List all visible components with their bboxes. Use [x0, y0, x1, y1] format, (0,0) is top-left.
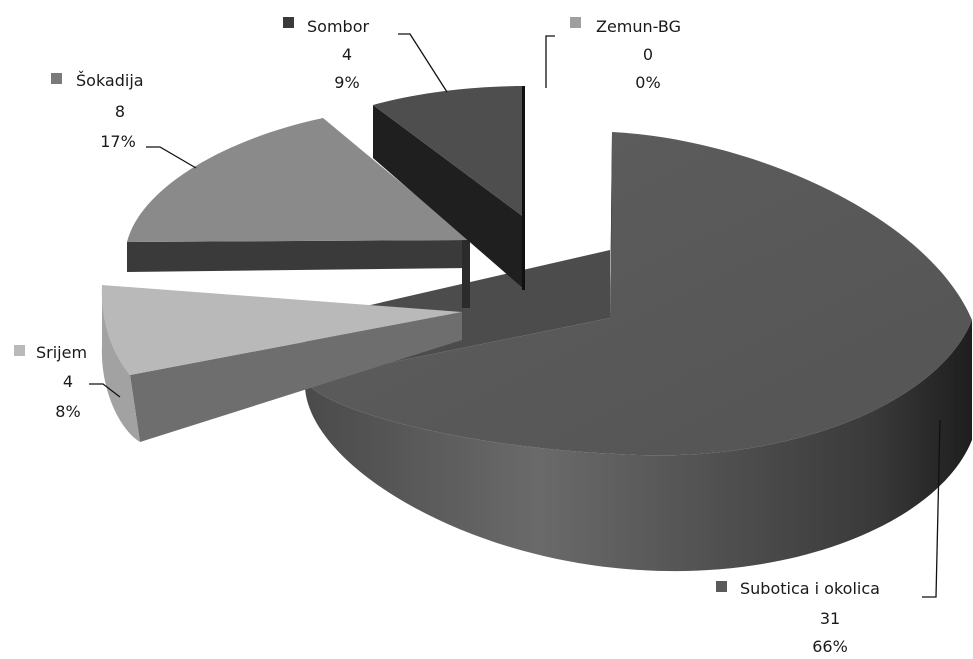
legend-marker-srijem: [14, 345, 25, 356]
slice-sombor-top: [373, 86, 525, 218]
legend-marker-sokadija: [51, 73, 62, 84]
slice-sokadija-side: [127, 240, 470, 272]
leader-line-sombor: [398, 33, 448, 93]
label-srijem-value: 4: [63, 372, 73, 391]
legend-marker-subotica: [716, 581, 727, 592]
slice-sombor-edge: [522, 86, 525, 290]
label-subotica-value: 31: [820, 609, 840, 628]
label-srijem-name: Srijem: [36, 343, 87, 362]
label-sombor-value: 4: [342, 45, 352, 64]
label-sombor-percent: 9%: [334, 73, 359, 92]
label-subotica-name: Subotica i okolica: [740, 579, 880, 598]
label-srijem-percent: 8%: [55, 402, 80, 421]
slice-sombor-side: [373, 105, 525, 290]
slice-srijem-front: [130, 312, 462, 442]
slice-sokadija-cut: [462, 240, 470, 308]
label-subotica-percent: 66%: [812, 637, 848, 656]
slice-srijem-top: [101, 285, 462, 375]
leader-line-subotica: [922, 419, 941, 598]
slice-subotica-inner-face: [610, 132, 612, 318]
legend-marker-sombor: [283, 17, 294, 28]
slice-sokadija-top: [127, 118, 470, 242]
slice-srijem-outer: [101, 290, 140, 442]
slice-subotica-top: [305, 132, 972, 456]
slice-srijem: [101, 285, 462, 442]
slice-subotica-side: [304, 320, 972, 572]
leader-line-srijem: [89, 383, 121, 398]
label-sokadija-name: Šokadija: [76, 71, 144, 90]
label-sombor-name: Sombor: [307, 17, 369, 36]
leader-line-zemun: [545, 35, 555, 88]
label-zemun-percent: 0%: [635, 73, 660, 92]
slice-sombor: [373, 86, 525, 290]
label-zemun-value: 0: [643, 45, 653, 64]
label-zemun-name: Zemun-BG: [596, 17, 681, 36]
label-sokadija-value: 8: [115, 102, 125, 121]
slice-sokadija: [127, 118, 470, 308]
legend-marker-zemun: [570, 17, 581, 28]
leader-line-sokadija: [146, 146, 197, 169]
label-sokadija-percent: 17%: [100, 132, 136, 151]
